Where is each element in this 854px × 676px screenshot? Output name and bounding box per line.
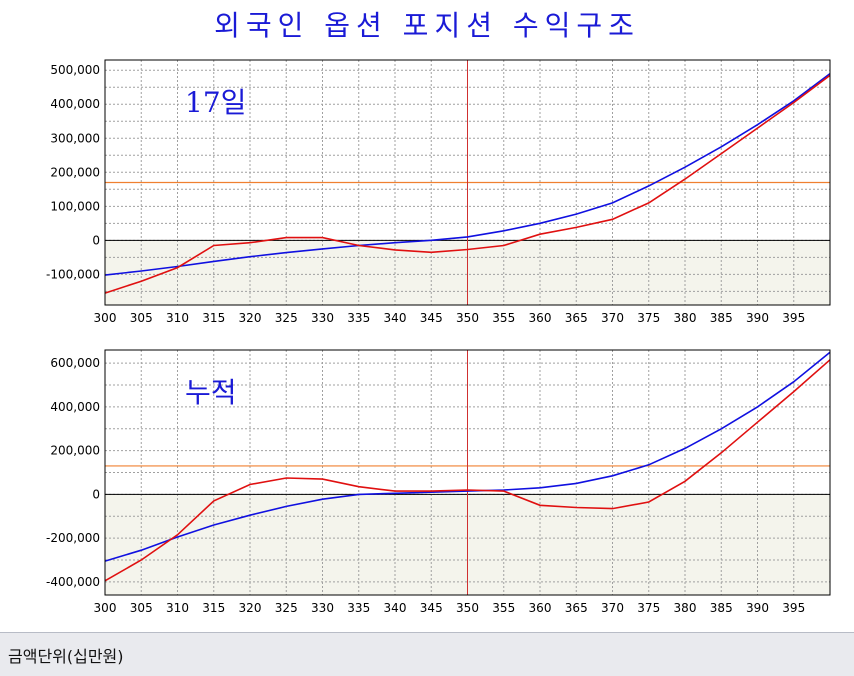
chart-1-x-tick-label: 340 — [384, 311, 407, 325]
chart-2-frame — [104, 349, 831, 596]
chart-2-x-tick-label: 300 — [94, 601, 117, 615]
chart-2-y-tick-label: 400,000 — [50, 400, 100, 414]
chart-2-x-tick-label: 315 — [202, 601, 225, 615]
chart-2-series-blue — [104, 351, 831, 562]
chart-2-x-tick-label: 390 — [746, 601, 769, 615]
chart-2-y-tick-label: -200,000 — [46, 531, 100, 545]
chart-1-x-tick-label: 360 — [529, 311, 552, 325]
chart-2-x-tick-label: 330 — [311, 601, 334, 615]
chart-2-y-tick-label: 0 — [92, 487, 100, 501]
chart-1-series-blue — [104, 72, 831, 276]
chart-1-x-tick-label: 335 — [347, 311, 370, 325]
chart-2-x-tick-label: 305 — [130, 601, 153, 615]
chart-2-series-red — [104, 359, 831, 582]
chart-1-x-tick-label: 330 — [311, 311, 334, 325]
chart-2-x-tick-label: 340 — [384, 601, 407, 615]
chart-2-x-tick-label: 380 — [674, 601, 697, 615]
unit-label: 금액단위(십만원) — [8, 647, 124, 666]
chart-1-x-tick-label: 370 — [601, 311, 624, 325]
chart-1-frame — [104, 59, 831, 306]
chart-2-x-tick-label: 325 — [275, 601, 298, 615]
cumulative-payoff-chart: 300 305 310 315 320 325 330 335 340 345 350 355 360 3… — [46, 349, 831, 615]
chart-2-x-tick-label: 385 — [710, 601, 733, 615]
chart-1-x-tick-label: 325 — [275, 311, 298, 325]
chart-1-x-tick-label: 315 — [202, 311, 225, 325]
chart-1-x-tick-label: 365 — [565, 311, 588, 325]
chart-2-y-tick-label: -400,000 — [46, 575, 100, 589]
chart-1-y-tick-label: 300,000 — [50, 131, 100, 145]
chart-2-x-tick-label: 350 — [456, 601, 479, 615]
chart-1-y-tick-label: 100,000 — [50, 199, 100, 213]
chart-2-x-tick-label: 365 — [565, 601, 588, 615]
chart-2-x-tick-label: 370 — [601, 601, 624, 615]
chart-1-x-tick-label: 375 — [637, 311, 660, 325]
chart-1-y-tick-label: 0 — [92, 233, 100, 247]
chart-1-x-tick-label: 355 — [492, 311, 515, 325]
chart-2-x-tick-label: 375 — [637, 601, 660, 615]
chart-1-x-tick-label: 390 — [746, 311, 769, 325]
chart-1-x-tick-label: 300 — [94, 311, 117, 325]
chart-1-y-tick-label: 200,000 — [50, 165, 100, 179]
chart-2-x-tick-label: 320 — [239, 601, 262, 615]
chart-1-annotation: 17일 — [185, 86, 246, 119]
chart-1-x-tick-label: 305 — [130, 311, 153, 325]
chart-2-x-tick-label: 345 — [420, 601, 443, 615]
chart-2-x-tick-label: 335 — [347, 601, 370, 615]
chart-1-x-tick-label: 320 — [239, 311, 262, 325]
chart-1-x-tick-label: 395 — [782, 311, 805, 325]
chart-2-annotation: 누적 — [185, 376, 237, 409]
chart-1-x-tick-label: 385 — [710, 311, 733, 325]
chart-1-x-tick-label: 345 — [420, 311, 443, 325]
chart-1-x-tick-label: 350 — [456, 311, 479, 325]
status-bar: 금액단위(십만원) — [0, 632, 854, 676]
chart-1-y-tick-label: 400,000 — [50, 97, 100, 111]
chart-1-x-tick-label: 310 — [166, 311, 189, 325]
chart-1-x-tick-label: 380 — [674, 311, 697, 325]
chart-1-y-tick-label: -100,000 — [46, 267, 100, 281]
chart-2-x-tick-label: 310 — [166, 601, 189, 615]
chart-2-x-tick-label: 395 — [782, 601, 805, 615]
chart-2-y-tick-label: 200,000 — [50, 444, 100, 458]
chart-1-series-red — [104, 74, 831, 294]
daily-payoff-chart: 300 305 310 315 320 325 330 335 340 345 350 355 360 3… — [46, 59, 831, 325]
chart-2-x-tick-label: 355 — [492, 601, 515, 615]
chart-title: 외국인 옵션 포지션 수익구조 — [214, 9, 640, 42]
chart-2-x-tick-label: 360 — [529, 601, 552, 615]
chart-1-y-tick-label: 500,000 — [50, 63, 100, 77]
chart-2-y-tick-label: 600,000 — [50, 356, 100, 370]
